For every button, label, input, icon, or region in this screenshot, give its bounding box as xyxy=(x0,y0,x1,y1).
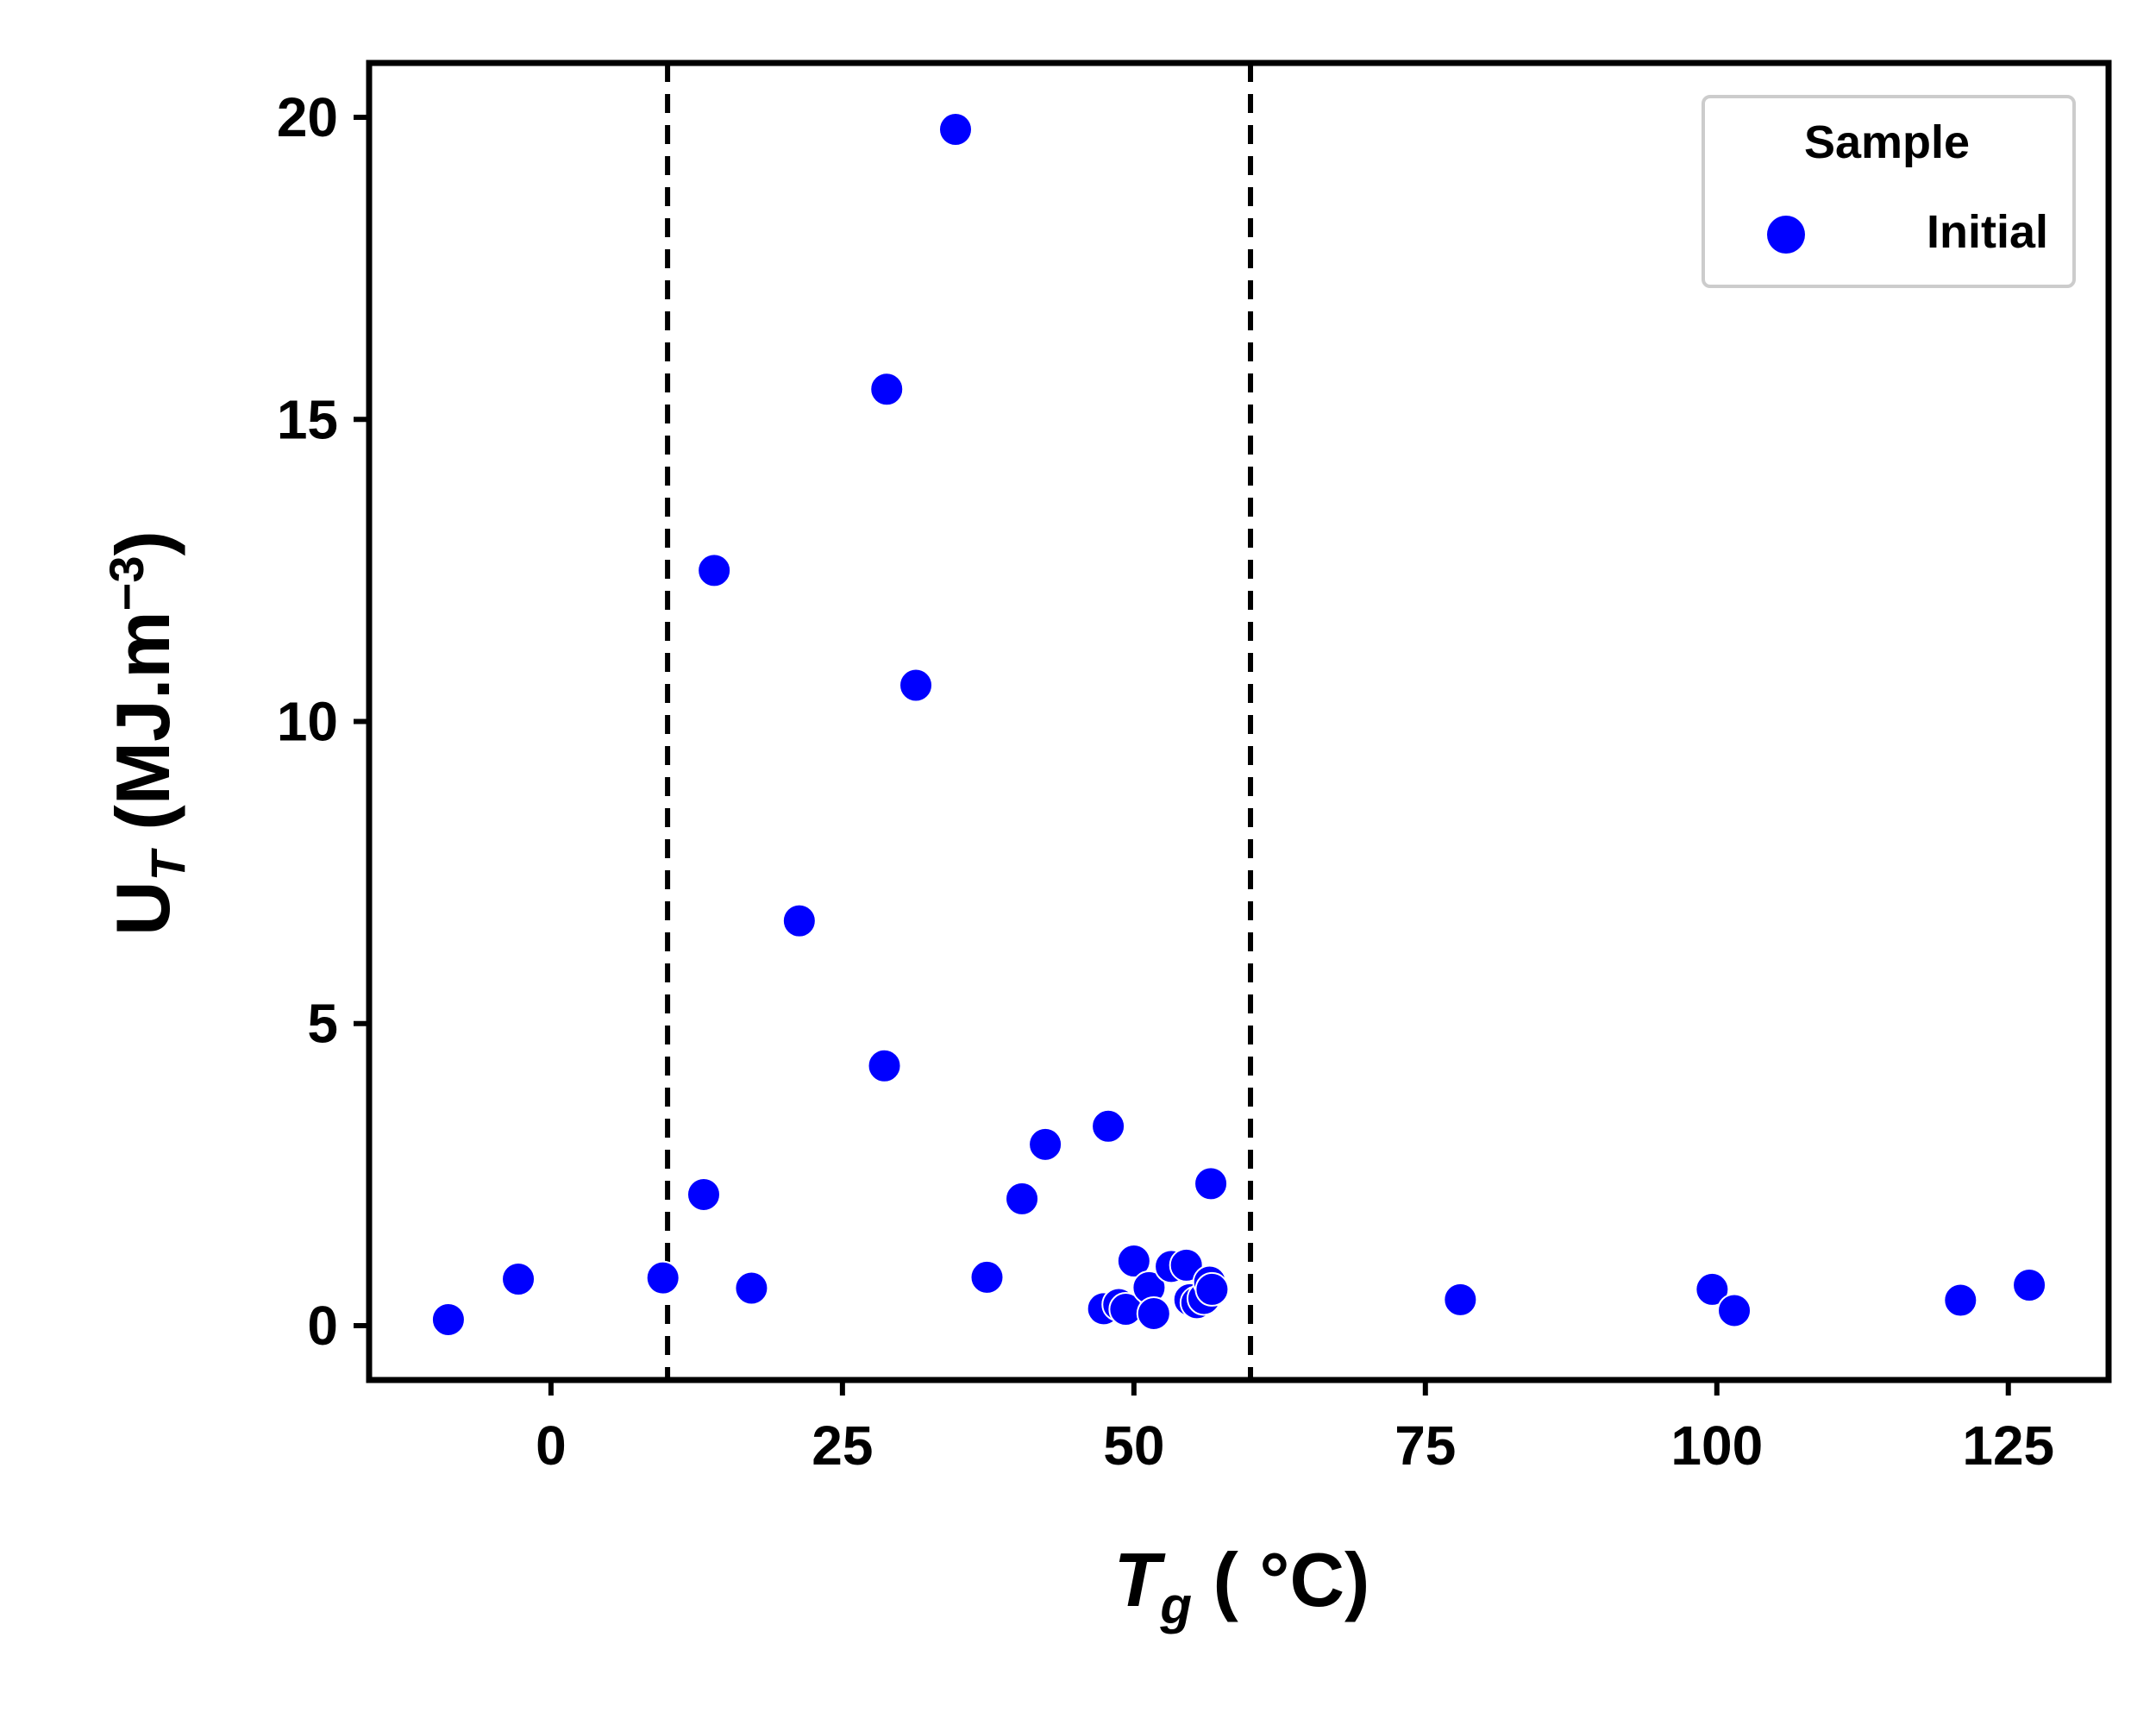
legend-marker xyxy=(1767,216,1805,254)
x-tick-label: 0 xyxy=(536,1414,567,1477)
x-axis-ticks: 0 25 50 75 100 125 xyxy=(536,1380,2054,1477)
data-point xyxy=(1695,1271,1730,1307)
y-tick-label: 20 xyxy=(277,86,338,148)
data-points xyxy=(430,112,2047,1337)
data-point xyxy=(899,668,934,703)
data-point xyxy=(969,1259,1005,1295)
legend: Sample Initial xyxy=(1702,95,2076,288)
data-point xyxy=(1116,1244,1151,1279)
legend-title: Sample xyxy=(1804,116,1970,168)
x-tick-label: 25 xyxy=(812,1414,873,1477)
reference-lines xyxy=(665,63,1254,1380)
data-point xyxy=(645,1260,680,1295)
data-point xyxy=(1194,1271,1230,1307)
y-tick-label: 15 xyxy=(277,388,338,450)
data-point xyxy=(2012,1268,2047,1303)
data-point xyxy=(430,1302,466,1337)
y-axis-label: UT (MJ.m−3) xyxy=(99,530,195,936)
data-point xyxy=(1136,1295,1171,1331)
legend-entry-initial: Initial xyxy=(1927,206,2048,258)
data-point xyxy=(501,1262,536,1297)
data-point xyxy=(1028,1126,1063,1162)
y-tick-label: 0 xyxy=(307,1295,338,1357)
data-point xyxy=(867,1048,902,1083)
data-point xyxy=(937,112,973,147)
x-axis-label: Tg ( °C) xyxy=(1114,1537,1370,1634)
data-point xyxy=(734,1270,769,1306)
x-tick-label: 125 xyxy=(1962,1414,2054,1477)
data-point xyxy=(1194,1166,1229,1201)
data-point xyxy=(781,903,817,938)
x-tick-label: 50 xyxy=(1103,1414,1164,1477)
data-point xyxy=(1943,1283,1978,1318)
data-point xyxy=(1005,1181,1040,1216)
data-point xyxy=(869,372,905,407)
data-point xyxy=(1169,1247,1204,1283)
y-axis-ticks: 0 5 10 15 20 xyxy=(277,86,369,1357)
y-tick-label: 10 xyxy=(277,691,338,753)
data-point xyxy=(1443,1282,1478,1317)
x-tick-label: 75 xyxy=(1395,1414,1456,1477)
data-point xyxy=(1091,1108,1126,1144)
data-point xyxy=(697,553,732,588)
x-tick-label: 100 xyxy=(1670,1414,1763,1477)
data-point xyxy=(1717,1293,1752,1328)
data-point xyxy=(686,1176,721,1212)
y-tick-label: 5 xyxy=(307,993,338,1055)
